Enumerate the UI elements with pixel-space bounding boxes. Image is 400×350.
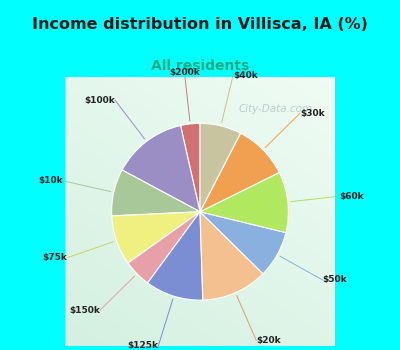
Text: Income distribution in Villisca, IA (%): Income distribution in Villisca, IA (%): [32, 17, 368, 32]
Wedge shape: [112, 170, 200, 216]
Wedge shape: [200, 133, 279, 212]
Wedge shape: [200, 173, 288, 233]
Text: $30k: $30k: [300, 109, 324, 118]
Text: $40k: $40k: [233, 71, 258, 80]
Wedge shape: [128, 212, 200, 283]
Text: $20k: $20k: [256, 336, 281, 345]
Text: $100k: $100k: [84, 96, 115, 105]
Text: $50k: $50k: [322, 275, 347, 285]
Text: $10k: $10k: [39, 176, 63, 186]
Wedge shape: [200, 123, 240, 212]
Text: All residents: All residents: [151, 59, 249, 73]
Wedge shape: [180, 123, 200, 212]
Text: City-Data.com: City-Data.com: [238, 104, 312, 114]
Text: $75k: $75k: [43, 253, 68, 262]
Wedge shape: [200, 212, 286, 274]
Text: $150k: $150k: [69, 306, 100, 315]
Text: $125k: $125k: [127, 341, 158, 350]
Text: $200k: $200k: [169, 68, 200, 77]
Wedge shape: [200, 212, 263, 300]
Wedge shape: [112, 212, 200, 263]
Wedge shape: [122, 126, 200, 212]
Wedge shape: [148, 212, 203, 300]
Text: $60k: $60k: [339, 192, 364, 201]
